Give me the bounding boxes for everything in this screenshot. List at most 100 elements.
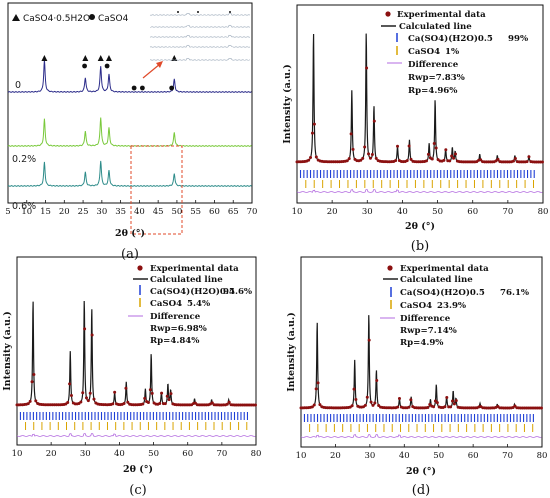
difference-curve [296,189,543,193]
panel-d-label: (d) [412,483,430,498]
experimental-data-point [124,386,128,390]
experimental-data-point [367,152,371,156]
experimental-data-point [351,147,355,151]
legend-rwp: Rwp=7.14% [400,326,457,336]
experimental-data-point [314,155,318,159]
legend-exp: Experimental data [150,264,239,274]
experimental-data-point [210,401,214,405]
pc-plot-tick-label: 80 [251,449,262,459]
experimental-data-point [396,144,400,148]
inset-trace [149,24,251,28]
diffraction-trace-0 [7,59,252,93]
pb-plot-tick-label: 80 [538,207,549,217]
sample-label-02: 0.2% [12,154,36,165]
panel-a: CaSO4·0.5H2O CaSO4 0 0.2% 0.6% 5 10 15 20 25… [5,2,257,262]
experimental-data-point [167,398,171,402]
pd-plot-tick-label: 60 [468,451,479,461]
panel-d-frame [300,256,543,448]
experimental-data-point [396,405,400,409]
panel-a-tick-label: 10 [21,207,32,217]
experimental-data-point [316,381,320,385]
legend-rwp: Rwp=6.98% [150,324,207,334]
experimental-data-point [312,122,316,126]
panel-c-label: (c) [129,483,146,498]
legend-phase1: Ca(SO4)(H2O)0.5 [150,286,235,297]
experimental-data-point [169,392,173,396]
experimental-data-point [90,333,94,337]
legend-hemihydrate-label: CaSO4·0.5H2O [23,14,90,24]
exp-data-marker-icon [137,265,143,271]
inset-trace [149,57,251,61]
panel-c: Experimental data Calculated line Ca(SO4… [2,256,262,498]
experimental-data-point [81,391,85,395]
experimental-data-point [318,403,322,407]
panel-a-tick-label: 50 [172,207,183,217]
pb-plot-tick-label: 60 [467,207,478,217]
experimental-data-point [84,396,88,400]
panel-a-tick-label: 5 [5,207,10,217]
legend-rwp: Rwp=7.83% [408,73,465,83]
pc-plot-tick-label: 20 [46,449,57,459]
experimental-data-point [374,156,378,160]
experimental-data-point [141,402,145,406]
experimental-data-point [314,387,318,391]
panel-c-xlabel: 2θ (°) [123,464,153,475]
inset-marker [197,11,199,13]
experimental-data-point [409,157,413,161]
experimental-data-point [347,157,351,161]
experimental-data-point [83,327,87,331]
experimental-data-point [426,405,430,409]
experimental-data-point [225,402,229,406]
experimental-data-point [349,132,353,136]
legend-diff: Difference [150,312,201,322]
panel-b-x-ticks: 10 20 30 40 50 60 70 80 [292,200,549,217]
experimental-data-point [513,157,517,161]
experimental-data-point [143,396,147,400]
legend-rp: Rp=4.96% [408,86,457,96]
experimental-data-point [527,155,531,159]
panel-d-plot [299,315,543,438]
experimental-data-point [397,397,401,400]
experimental-data-point [445,395,449,399]
experimental-data-point [454,399,458,403]
legend-phase1: Ca(SO4)(H2O)0.5 [408,33,493,44]
inset-marker [229,11,231,13]
panel-a-legend: CaSO4·0.5H2O CaSO4 [12,14,129,24]
panel-a-traces [7,59,252,187]
hemihydrate-marker [82,55,89,61]
experimental-data-point [253,403,257,407]
experimental-data-point [354,397,358,401]
experimental-data-point [452,402,456,406]
experimental-data-point [407,405,411,409]
experimental-data-point [496,157,500,161]
experimental-data-point [409,398,413,402]
experimental-data-point [66,400,70,404]
caso4-marker [139,85,145,91]
pd-plot-tick-label: 30 [364,451,375,461]
panel-a-tick-label: 55 [190,207,201,217]
panel-c-ylabel: Intensity (a.u.) [2,311,13,391]
pd-plot-tick-label: 40 [399,451,410,461]
pb-plot-tick-label: 70 [502,207,513,217]
experimental-data-point [426,152,430,156]
legend-phase1: Ca(SO4)(H2O)0.5 [400,287,485,298]
experimental-data-point [443,405,447,409]
experimental-data-point [430,157,434,161]
difference-curve [300,434,542,438]
panel-c-frame [16,256,257,446]
legend-phase1-pct: 76.1% [500,288,529,298]
experimental-data-point [365,66,369,70]
experimental-data-point [525,160,529,164]
experimental-data-point [449,405,453,409]
legend-phase2: CaSO4 [400,301,432,311]
sample-label-06: 0.6% [12,201,36,212]
experimental-data-point [375,378,379,382]
inset-marker [177,11,179,13]
zoom-arrow-head [156,61,163,68]
experimental-data-point [345,159,349,163]
panel-a-tick-label: 25 [78,207,89,217]
experimental-data-point [34,399,38,403]
panel-a-x-ticks: 5 10 15 20 25 30 35 40 45 50 55 60 65 70 [5,200,257,217]
caso4-marker [104,63,110,69]
